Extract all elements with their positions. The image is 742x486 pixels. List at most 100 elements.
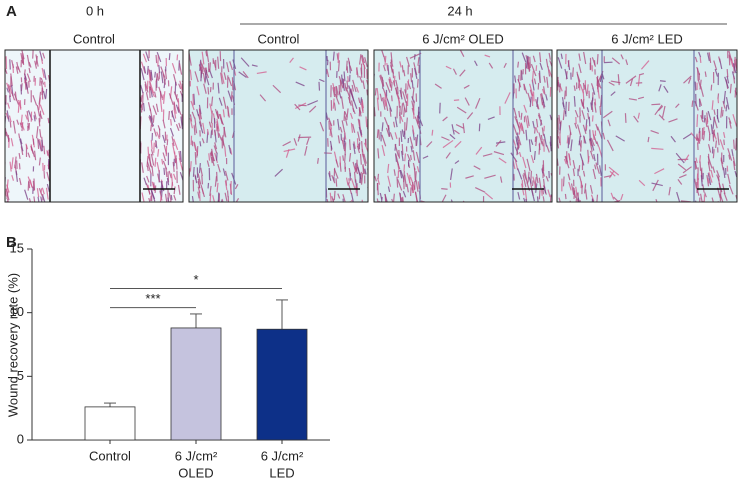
cell: [633, 115, 639, 123]
cell: [698, 51, 702, 58]
cell: [140, 84, 144, 94]
cell: [702, 126, 705, 135]
cell: [362, 80, 366, 90]
cell: [608, 81, 615, 86]
cell: [374, 176, 377, 182]
cell: [661, 105, 666, 118]
cell: [177, 184, 181, 195]
cell: [357, 143, 361, 150]
cell: [47, 151, 51, 159]
cell: [217, 56, 220, 69]
cell: [222, 109, 225, 118]
cell: [549, 195, 552, 202]
cell: [154, 71, 156, 78]
cell: [43, 170, 46, 179]
cell: [412, 162, 416, 171]
cell: [162, 134, 166, 144]
cell: [449, 133, 456, 140]
cell: [393, 169, 396, 176]
cell: [513, 107, 518, 119]
cell: [533, 78, 537, 85]
cell: [213, 60, 217, 68]
cell: [364, 57, 368, 68]
cell: [717, 93, 720, 99]
cell: [342, 155, 345, 161]
cell: [351, 100, 355, 113]
cell: [441, 136, 450, 141]
cell: [343, 153, 346, 163]
cell: [562, 109, 565, 121]
cell: [732, 63, 737, 74]
cell: [434, 83, 442, 89]
cell: [524, 169, 528, 180]
cell: [536, 104, 540, 110]
cell: [9, 85, 13, 94]
x-tick-label: LED: [269, 465, 294, 480]
cell: [591, 115, 594, 122]
cell: [155, 103, 159, 113]
cell: [708, 172, 713, 183]
cell: [306, 137, 310, 145]
cell: [617, 74, 620, 86]
cell: [722, 167, 726, 179]
cell: [540, 189, 543, 196]
cell: [655, 198, 658, 202]
cell: [28, 67, 31, 74]
cell: [592, 87, 596, 95]
cell: [169, 127, 174, 137]
cell: [488, 62, 494, 69]
cell: [568, 181, 572, 191]
cell: [352, 143, 356, 155]
cell: [38, 91, 42, 105]
cell: [13, 93, 20, 105]
cell: [521, 52, 527, 63]
cell: [531, 180, 534, 187]
cell: [527, 92, 532, 103]
cell: [17, 66, 21, 73]
cell: [561, 97, 565, 108]
cell: [174, 81, 177, 95]
cell: [199, 141, 202, 147]
cell: [340, 96, 344, 109]
cell: [46, 171, 50, 182]
cell: [426, 141, 433, 148]
cell: [220, 72, 223, 85]
cell: [402, 102, 407, 113]
cell: [402, 190, 407, 198]
cell: [299, 66, 307, 71]
cell: [594, 98, 597, 106]
cell: [144, 83, 147, 92]
micrograph: [189, 50, 368, 202]
cell: [734, 87, 737, 98]
cell: [209, 62, 211, 73]
cell: [651, 147, 664, 150]
cell: [333, 190, 336, 201]
cell: [6, 191, 9, 199]
cell: [17, 99, 22, 109]
cell: [25, 114, 28, 120]
cell: [732, 156, 736, 167]
cell: [140, 68, 145, 81]
cell: [179, 150, 182, 163]
cell: [716, 132, 720, 146]
cell: [397, 179, 403, 191]
cell: [535, 136, 538, 147]
cell: [377, 178, 381, 185]
cell: [242, 71, 249, 79]
cell: [412, 87, 415, 100]
cell: [735, 137, 737, 151]
cell: [156, 73, 160, 81]
cell: [557, 136, 561, 144]
cell: [387, 175, 392, 187]
cell: [573, 85, 576, 91]
cell: [596, 54, 599, 65]
cell: [10, 138, 14, 147]
cell: [707, 144, 712, 153]
cell: [718, 56, 721, 63]
cell: [201, 175, 204, 185]
cell: [570, 139, 573, 152]
cell: [586, 84, 589, 94]
cell: [170, 194, 173, 201]
cell: [722, 100, 726, 109]
cell: [365, 79, 368, 88]
